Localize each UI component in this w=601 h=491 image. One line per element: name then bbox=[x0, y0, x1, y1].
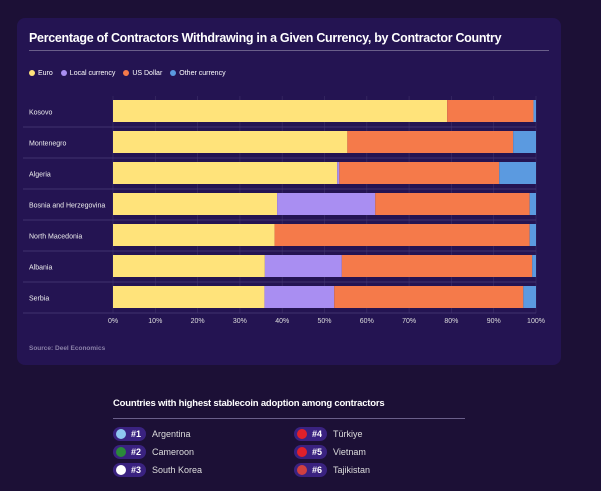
rank-number: #3 bbox=[131, 465, 142, 475]
bar-segment bbox=[529, 224, 536, 246]
category-label: Algeria bbox=[29, 172, 51, 179]
x-tick-label: 40% bbox=[275, 318, 289, 325]
x-tick-label: 90% bbox=[487, 318, 501, 325]
bar-segment bbox=[113, 131, 348, 153]
category-label: North Macedonia bbox=[29, 234, 82, 241]
bar-segment bbox=[339, 162, 500, 184]
country-name: Cameroon bbox=[152, 447, 195, 457]
flag-icon bbox=[116, 447, 126, 457]
legend-item: US Dollar bbox=[123, 70, 162, 77]
category-label: Albania bbox=[29, 265, 52, 272]
bar-segment bbox=[113, 162, 338, 184]
rank-badge: #5 bbox=[294, 445, 328, 459]
divider bbox=[29, 50, 549, 51]
rank-badge: #6 bbox=[294, 463, 328, 477]
category-label: Montenegro bbox=[29, 141, 66, 148]
legend-item: Euro bbox=[29, 70, 53, 77]
x-tick-label: 0% bbox=[108, 318, 118, 325]
bar-segment bbox=[113, 193, 278, 215]
legend: Euro Local currency US Dollar Other currenc… bbox=[29, 70, 226, 77]
x-tick-label: 20% bbox=[191, 318, 205, 325]
bar-segment bbox=[264, 255, 342, 277]
bar-segment bbox=[523, 286, 536, 308]
chart-title: Percentage of Contractors Withdrawing in… bbox=[29, 31, 502, 45]
legend-swatch bbox=[123, 70, 130, 76]
rank-number: #2 bbox=[131, 447, 142, 457]
x-tick-label: 30% bbox=[233, 318, 247, 325]
rank-number: #4 bbox=[312, 429, 323, 439]
country-name: Vietnam bbox=[333, 447, 366, 457]
rank-number: #1 bbox=[131, 429, 142, 439]
bar-segment bbox=[113, 100, 448, 122]
chart-card: Percentage of Contractors Withdrawing in… bbox=[17, 18, 561, 365]
category-label: Serbia bbox=[29, 296, 49, 303]
flag-icon bbox=[297, 447, 307, 457]
legend-swatch bbox=[170, 70, 177, 76]
bar-segment bbox=[513, 131, 536, 153]
legend-swatch bbox=[29, 70, 35, 76]
legend-label: US Dollar bbox=[132, 70, 163, 77]
bar-segment bbox=[337, 162, 340, 184]
bar-segment bbox=[447, 100, 534, 122]
bar-segment bbox=[529, 193, 536, 215]
ranking-item: #1 Argentina bbox=[113, 427, 191, 441]
rank-number: #5 bbox=[312, 447, 323, 457]
bar-segment bbox=[274, 224, 530, 246]
bar-segment bbox=[264, 286, 335, 308]
x-tick-label: 50% bbox=[317, 318, 331, 325]
bar-segment bbox=[375, 193, 530, 215]
ranking-title: Countries with highest stablecoin adopti… bbox=[113, 398, 385, 409]
bar-segment bbox=[334, 286, 524, 308]
bar-segment bbox=[277, 193, 376, 215]
x-tick-label: 70% bbox=[402, 318, 416, 325]
x-tick-label: 80% bbox=[444, 318, 458, 325]
legend-label: Euro bbox=[38, 70, 53, 77]
legend-item: Other currency bbox=[170, 70, 226, 77]
flag-icon bbox=[116, 465, 126, 475]
ranking-item: #6 Tajikistan bbox=[294, 463, 370, 477]
divider bbox=[113, 418, 465, 419]
category-label: Kosovo bbox=[29, 110, 52, 117]
source-note: Source: Deel Economics bbox=[29, 345, 106, 352]
country-name: Tajikistan bbox=[333, 465, 371, 475]
rank-badge: #1 bbox=[113, 427, 147, 441]
rank-number: #6 bbox=[312, 465, 323, 475]
legend-swatch bbox=[60, 70, 67, 76]
category-label: Bosnia and Herzegovina bbox=[29, 203, 105, 210]
ranking-item: #3 South Korea bbox=[113, 463, 202, 477]
rank-badge: #3 bbox=[113, 463, 147, 477]
bar-segment bbox=[532, 255, 536, 277]
bar-segment bbox=[113, 286, 265, 308]
rank-badge: #2 bbox=[113, 445, 147, 459]
bar-segment bbox=[113, 255, 265, 277]
x-tick-label: 10% bbox=[148, 318, 162, 325]
legend-label: Local currency bbox=[69, 70, 116, 77]
legend-label: Other currency bbox=[179, 70, 226, 77]
flag-icon bbox=[116, 429, 126, 439]
bar-segment bbox=[347, 131, 514, 153]
country-name: Türkiye bbox=[333, 429, 363, 439]
ranking-item: #2 Cameroon bbox=[113, 445, 194, 459]
x-tick-label: 60% bbox=[360, 318, 374, 325]
bar-segment bbox=[499, 162, 536, 184]
ranking-item: #5 Vietnam bbox=[294, 445, 366, 459]
legend-item: Local currency bbox=[60, 70, 116, 77]
country-name: South Korea bbox=[152, 465, 203, 475]
x-tick-label: 100% bbox=[527, 318, 545, 325]
bar-chart: 0% 10% 20% 30% 40% 50% 60% 70% 80% 90% 100% Kosovo M… bbox=[23, 96, 545, 325]
bar-segment bbox=[533, 100, 536, 122]
bar-segment bbox=[113, 224, 275, 246]
country-name: Argentina bbox=[152, 429, 191, 439]
bar-segment bbox=[341, 255, 533, 277]
ranking-item: #4 Türkiye bbox=[294, 427, 363, 441]
flag-icon bbox=[297, 429, 307, 439]
flag-icon bbox=[297, 465, 307, 475]
rank-badge: #4 bbox=[294, 427, 328, 441]
